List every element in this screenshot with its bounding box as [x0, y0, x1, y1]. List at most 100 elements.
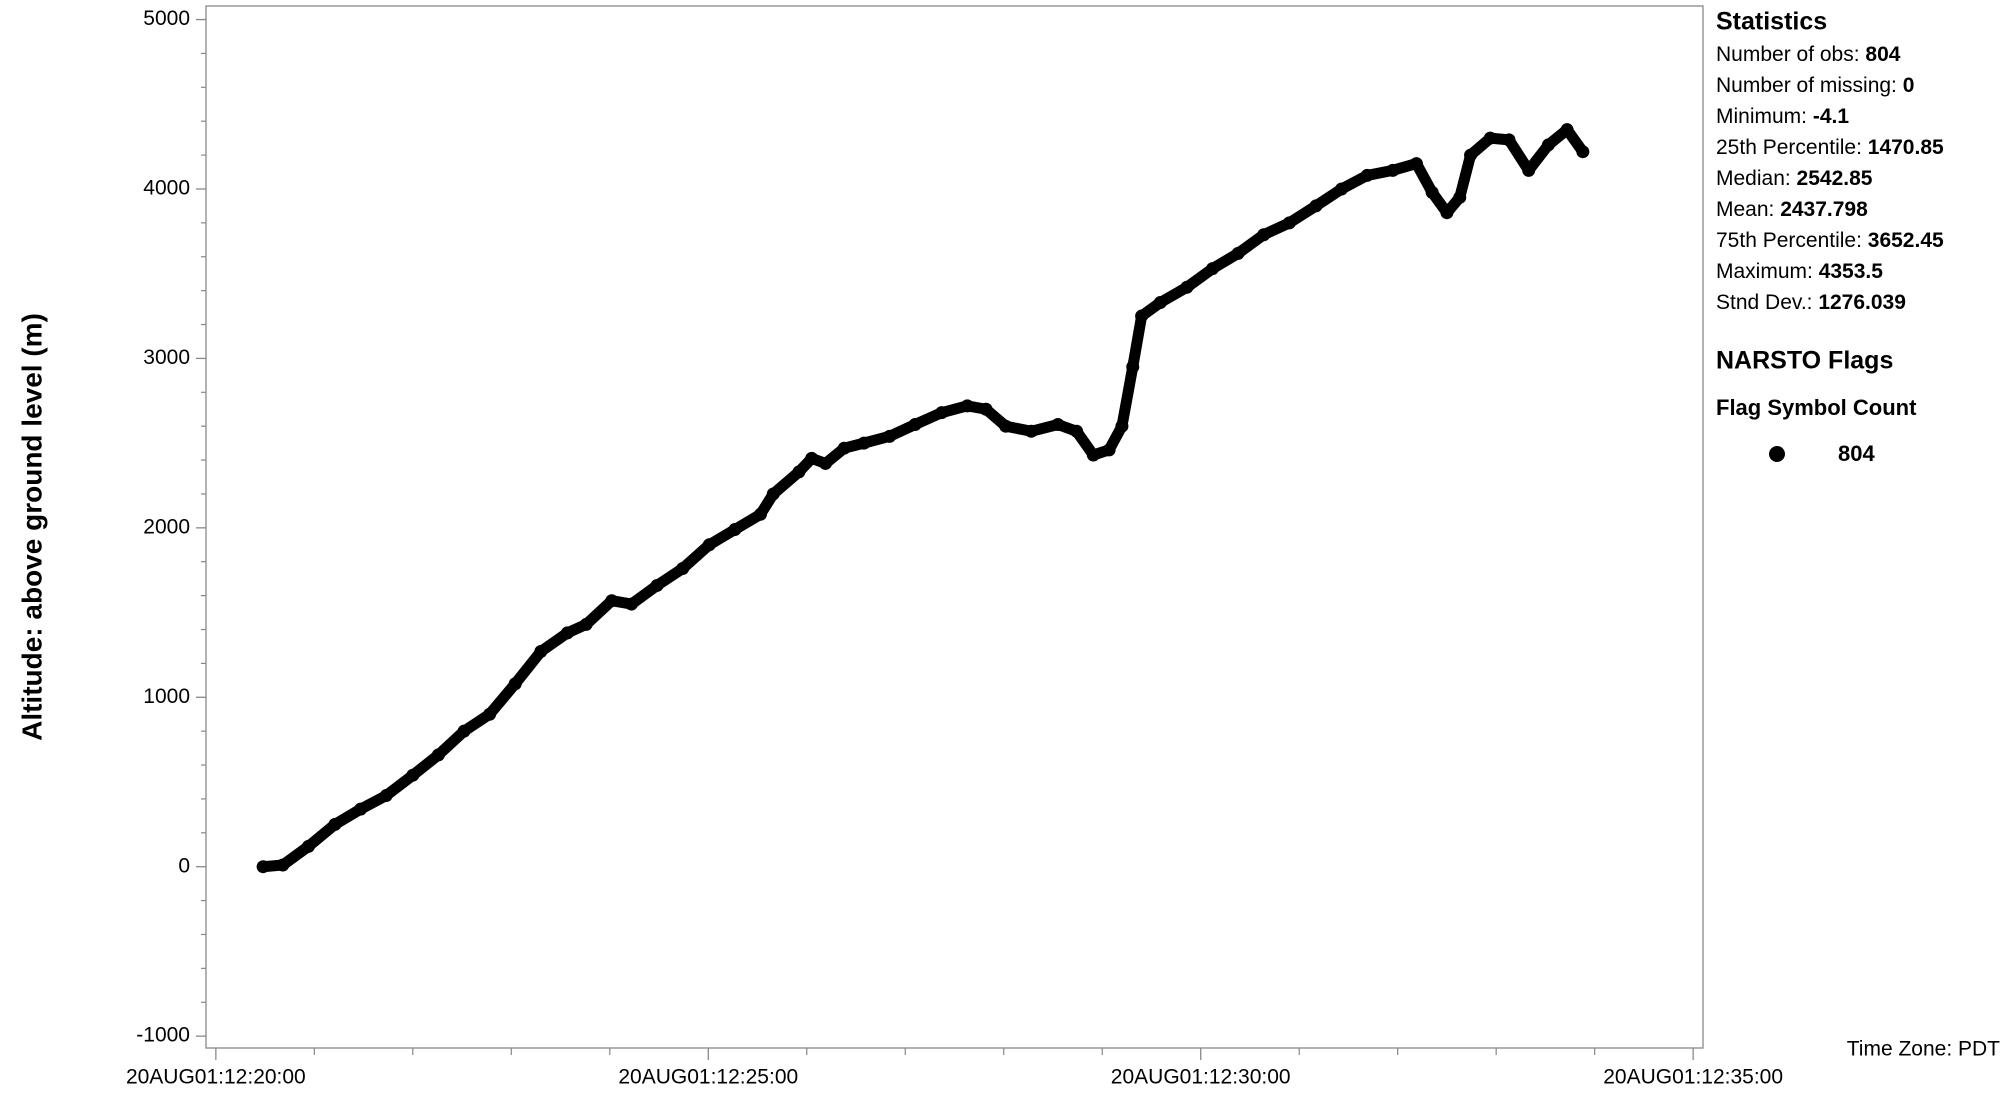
stat-value: -4.1	[1813, 105, 1850, 128]
data-point	[624, 597, 638, 611]
data-point	[1024, 424, 1038, 438]
data-point	[650, 578, 664, 592]
data-point	[676, 562, 690, 576]
data-point	[1153, 296, 1167, 310]
stat-line: Median: 2542.85	[1716, 167, 1873, 190]
data-point	[1409, 157, 1423, 171]
data-point	[534, 645, 548, 659]
data-point	[1309, 199, 1323, 213]
stat-value: 1470.85	[1868, 136, 1944, 159]
stat-label: Number of obs:	[1716, 43, 1865, 66]
stat-label: Stnd Dev.:	[1716, 291, 1818, 314]
data-point	[979, 402, 993, 416]
data-point	[1464, 148, 1478, 162]
data-point	[999, 419, 1013, 433]
stat-line: Mean: 2437.798	[1716, 198, 1868, 221]
y-tick-label: 2000	[143, 515, 190, 538]
data-point	[1282, 216, 1296, 230]
data-point	[1522, 163, 1536, 177]
data-point	[1541, 138, 1555, 152]
stat-label: Median:	[1716, 167, 1797, 190]
stat-value: 2437.798	[1780, 198, 1868, 221]
data-point	[805, 451, 819, 465]
data-point	[483, 707, 497, 721]
flag-symbol	[1769, 446, 1785, 462]
y-tick-label: -1000	[136, 1024, 190, 1047]
y-axis-label: Altitude: above ground level (m)	[16, 313, 47, 741]
data-point	[1453, 190, 1467, 204]
stat-value: 0	[1903, 74, 1915, 97]
y-tick-label: 3000	[143, 346, 190, 369]
data-point	[960, 399, 974, 413]
data-point	[256, 860, 270, 874]
stat-line: Stnd Dev.: 1276.039	[1716, 291, 1906, 314]
stat-line: Minimum: -4.1	[1716, 105, 1849, 128]
trace-line	[257, 124, 1589, 873]
data-point	[431, 748, 445, 762]
data-point	[1180, 280, 1194, 294]
x-tick-label: 20AUG01:12:25:00	[618, 1066, 798, 1089]
stat-label: Maximum:	[1716, 260, 1819, 283]
stat-label: 75th Percentile:	[1716, 229, 1868, 252]
data-point	[1135, 309, 1149, 323]
stats-title: Statistics	[1716, 8, 1827, 36]
data-point	[908, 417, 922, 431]
stat-value: 804	[1865, 43, 1900, 66]
stat-label: Minimum:	[1716, 105, 1813, 128]
data-point	[1386, 163, 1400, 177]
data-point	[766, 487, 780, 501]
data-point	[1051, 417, 1065, 431]
stat-value: 4353.5	[1819, 260, 1884, 283]
stat-label: Number of missing:	[1716, 74, 1903, 97]
data-point	[702, 538, 716, 552]
data-point	[1425, 185, 1439, 199]
data-point	[1257, 228, 1271, 242]
data-point	[1360, 168, 1374, 182]
stat-line: Maximum: 4353.5	[1716, 260, 1883, 283]
data-point	[1231, 246, 1245, 260]
data-point	[1440, 206, 1454, 220]
data-point	[837, 441, 851, 455]
data-point	[276, 858, 290, 872]
data-point	[379, 789, 393, 803]
stat-label: Mean:	[1716, 198, 1780, 221]
data-point	[1206, 262, 1220, 276]
data-point	[354, 802, 368, 816]
stat-value: 2542.85	[1797, 167, 1873, 190]
data-point	[1086, 448, 1100, 462]
stat-line: 75th Percentile: 3652.45	[1716, 229, 1944, 252]
data-point	[935, 406, 949, 420]
x-tick-label: 20AUG01:12:35:00	[1603, 1066, 1783, 1089]
stat-line: 25th Percentile: 1470.85	[1716, 136, 1944, 159]
time-zone: Time Zone: PDT	[1847, 1038, 2000, 1061]
data-point	[753, 507, 767, 521]
flag-count: 804	[1838, 441, 1875, 466]
stat-label: 25th Percentile:	[1716, 136, 1868, 159]
data-point	[1483, 131, 1497, 145]
data-point	[301, 839, 315, 853]
y-tick-label: 1000	[143, 685, 190, 708]
flags-header: Flag Symbol Count	[1716, 395, 1917, 420]
data-point	[1560, 123, 1574, 137]
data-point	[406, 768, 420, 782]
data-point	[882, 429, 896, 443]
data-point	[857, 436, 871, 450]
x-tick-label: 20AUG01:12:30:00	[1111, 1066, 1291, 1089]
y-tick-label: 4000	[143, 177, 190, 200]
data-point	[457, 724, 471, 738]
data-point	[1070, 424, 1084, 438]
data-point	[728, 523, 742, 537]
data-point	[328, 817, 342, 831]
data-point	[1502, 133, 1516, 147]
data-point	[579, 617, 593, 631]
data-point	[1576, 145, 1590, 159]
data-point	[792, 465, 806, 479]
data-point	[818, 456, 832, 470]
stat-line: Number of obs: 804	[1716, 43, 1901, 66]
stat-value: 3652.45	[1868, 229, 1944, 252]
data-point	[1335, 182, 1349, 196]
x-tick-label: 20AUG01:12:20:00	[126, 1066, 306, 1089]
data-point	[605, 594, 619, 608]
